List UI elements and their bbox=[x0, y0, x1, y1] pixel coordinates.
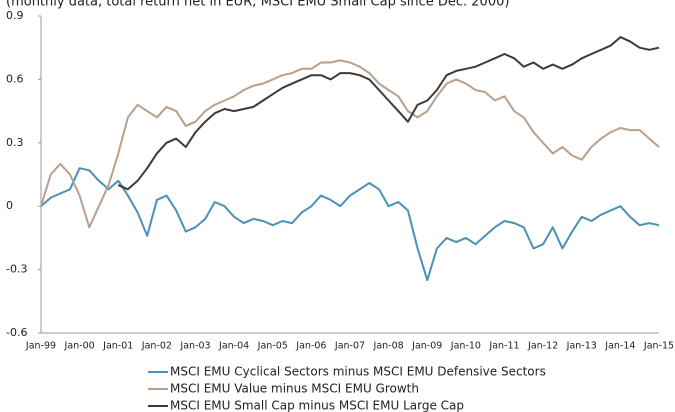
x-tick-label: Jan-04 bbox=[218, 341, 249, 352]
x-tick-label: Jan-13 bbox=[566, 341, 597, 352]
y-tick-label: 0 bbox=[6, 199, 13, 212]
x-tick-label: Jan-11 bbox=[488, 341, 519, 352]
x-tick-label: Jan-09 bbox=[411, 341, 442, 352]
y-tick-label: 0.6 bbox=[6, 72, 24, 85]
x-tick-label: Jan-00 bbox=[64, 341, 95, 352]
x-tick-label: Jan-99 bbox=[25, 341, 56, 352]
y-tick-label: -0.6 bbox=[6, 326, 27, 339]
series-line bbox=[117, 36, 660, 191]
legend-label: MSCI EMU Value minus MSCI EMU Growth bbox=[170, 382, 419, 396]
x-tick-label: Jan-08 bbox=[373, 341, 404, 352]
y-tick-label: 0.9 bbox=[6, 9, 24, 22]
series-line bbox=[40, 59, 660, 229]
x-tick-label: Jan-02 bbox=[141, 341, 172, 352]
legend-label: MSCI EMU Small Cap minus MSCI EMU Large … bbox=[170, 399, 464, 412]
x-tick-label: Jan-15 bbox=[643, 341, 674, 352]
x-tick-label: Jan-12 bbox=[527, 341, 558, 352]
x-tick-label: Jan-10 bbox=[450, 341, 481, 352]
x-tick-label: Jan-05 bbox=[257, 341, 288, 352]
y-tick-label: 0.3 bbox=[6, 136, 24, 149]
x-tick-label: Jan-03 bbox=[179, 341, 210, 352]
x-tick-label: Jan-01 bbox=[102, 341, 133, 352]
x-tick-label: Jan-06 bbox=[295, 341, 326, 352]
legend-label: MSCI EMU Cyclical Sectors minus MSCI EMU… bbox=[170, 365, 546, 379]
series-line bbox=[40, 167, 660, 282]
chart-subtitle: (monthly data, total return net in EUR; … bbox=[6, 0, 509, 10]
y-tick-label: -0.3 bbox=[6, 263, 27, 276]
x-tick-label: Jan-07 bbox=[334, 341, 365, 352]
x-tick-label: Jan-14 bbox=[604, 341, 635, 352]
